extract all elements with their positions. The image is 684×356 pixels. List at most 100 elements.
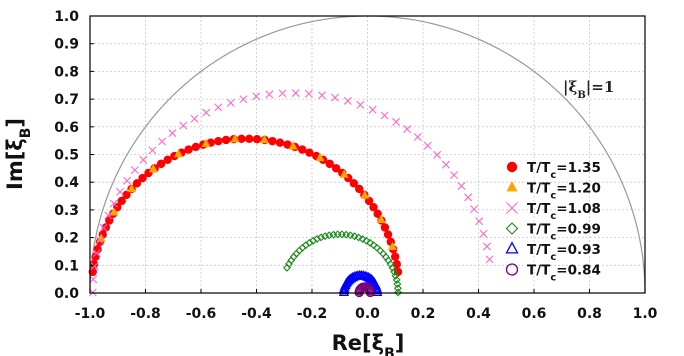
- data-point: [109, 207, 119, 216]
- data-point: [89, 275, 98, 284]
- data-point: [288, 141, 298, 150]
- x-tick-label: -0.4: [241, 306, 272, 322]
- data-point: [184, 145, 193, 154]
- legend-marker: [505, 263, 519, 276]
- data-point: [391, 271, 400, 280]
- data-point: [90, 262, 99, 271]
- data-point: [158, 137, 167, 146]
- data-point: [275, 138, 285, 147]
- legend: T/Tc=1.35T/Tc=1.20T/Tc=1.08T/Tc=0.99T/Tc…: [505, 160, 601, 283]
- y-tick-label: 0.3: [54, 203, 79, 219]
- data-point: [291, 89, 300, 98]
- y-tick-label: 0.4: [54, 175, 79, 191]
- legend-entry: T/Tc=1.08: [506, 201, 601, 222]
- x-tick-label: 0.8: [577, 306, 602, 322]
- series-group: [88, 89, 494, 298]
- x-tick-label: -1.0: [75, 306, 106, 322]
- data-point: [470, 205, 479, 214]
- data-point: [123, 176, 132, 185]
- data-point: [88, 267, 97, 277]
- data-point: [423, 141, 432, 150]
- data-point: [349, 179, 359, 188]
- series-5: [338, 269, 383, 296]
- data-point: [116, 187, 125, 196]
- data-point: [138, 173, 147, 183]
- data-point: [130, 166, 139, 175]
- data-point: [265, 90, 274, 99]
- legend-entry: T/Tc=0.93: [505, 241, 601, 263]
- data-point: [388, 263, 397, 272]
- legend-label: T/Tc=0.99: [527, 222, 601, 243]
- data-point: [317, 233, 325, 242]
- series-6: [354, 282, 375, 298]
- y-tick-label: 0.6: [54, 120, 79, 136]
- series-4: [283, 230, 403, 297]
- data-point: [368, 105, 377, 114]
- data-point: [372, 286, 383, 296]
- data-point: [360, 190, 370, 199]
- data-point: [393, 284, 402, 293]
- legend-label: T/Tc=1.20: [527, 181, 601, 202]
- legend-label: T/Tc=1.08: [527, 201, 601, 222]
- data-point: [366, 238, 375, 247]
- data-point: [99, 223, 108, 232]
- data-point: [190, 114, 199, 123]
- legend-marker: [505, 241, 519, 254]
- data-point: [132, 179, 142, 188]
- data-point: [173, 148, 183, 158]
- data-point: [441, 160, 450, 169]
- data-point: [450, 171, 459, 180]
- data-point: [214, 136, 223, 146]
- x-tick-label: -0.8: [130, 306, 161, 322]
- y-tick-label: 0.0: [54, 286, 79, 302]
- data-point: [343, 96, 352, 105]
- data-point: [230, 133, 240, 143]
- data-point: [392, 275, 401, 284]
- legend-marker: [506, 181, 518, 192]
- data-point: [239, 95, 248, 104]
- data-point: [304, 89, 313, 98]
- data-point: [363, 283, 374, 293]
- data-point: [356, 100, 365, 109]
- data-point: [117, 196, 126, 206]
- y-tick-label: 0.2: [54, 231, 79, 247]
- data-point: [339, 169, 349, 178]
- data-point: [392, 117, 401, 126]
- data-point: [104, 211, 113, 220]
- data-point: [364, 196, 374, 206]
- data-point: [387, 241, 397, 251]
- x-tick-label: -0.2: [297, 306, 328, 322]
- data-point: [148, 164, 158, 173]
- x-tick-label: 0.0: [355, 306, 380, 322]
- y-tick-labels: 0.0 0.1 0.2 0.3 0.4 0.5 0.6 0.7 0.8 0.9 1.0: [54, 9, 94, 302]
- y-tick-label: 0.7: [54, 92, 79, 108]
- data-point: [122, 190, 131, 199]
- legend-label: T/Tc=0.93: [527, 242, 601, 263]
- data-point: [95, 236, 104, 245]
- data-point: [350, 232, 359, 241]
- data-point: [298, 145, 307, 154]
- data-point: [214, 103, 223, 112]
- data-point: [101, 223, 111, 232]
- data-point: [191, 142, 201, 152]
- data-point: [403, 125, 412, 134]
- data-point: [380, 111, 389, 120]
- data-point: [315, 152, 325, 162]
- y-axis-title: Im[ξB]: [3, 118, 34, 190]
- x-tick-labels: -1.0 -0.8 -0.6 -0.4 -0.2 0.0 0.2 0.4 0.6 0.8 1.0: [75, 289, 658, 322]
- data-point: [318, 91, 327, 100]
- y-tick-label: 0.9: [54, 37, 79, 53]
- data-point: [259, 134, 269, 144]
- legend-marker: [506, 202, 518, 214]
- x-axis-title: Re[ξB]: [332, 331, 405, 356]
- data-point: [252, 135, 262, 144]
- data-point: [148, 146, 157, 155]
- data-point: [313, 234, 321, 243]
- data-point: [305, 148, 314, 157]
- data-point: [355, 184, 364, 194]
- data-point: [394, 288, 403, 297]
- data-point: [221, 135, 231, 145]
- y-tick-label: 1.0: [54, 9, 79, 25]
- data-point: [202, 108, 211, 117]
- data-point: [201, 138, 211, 148]
